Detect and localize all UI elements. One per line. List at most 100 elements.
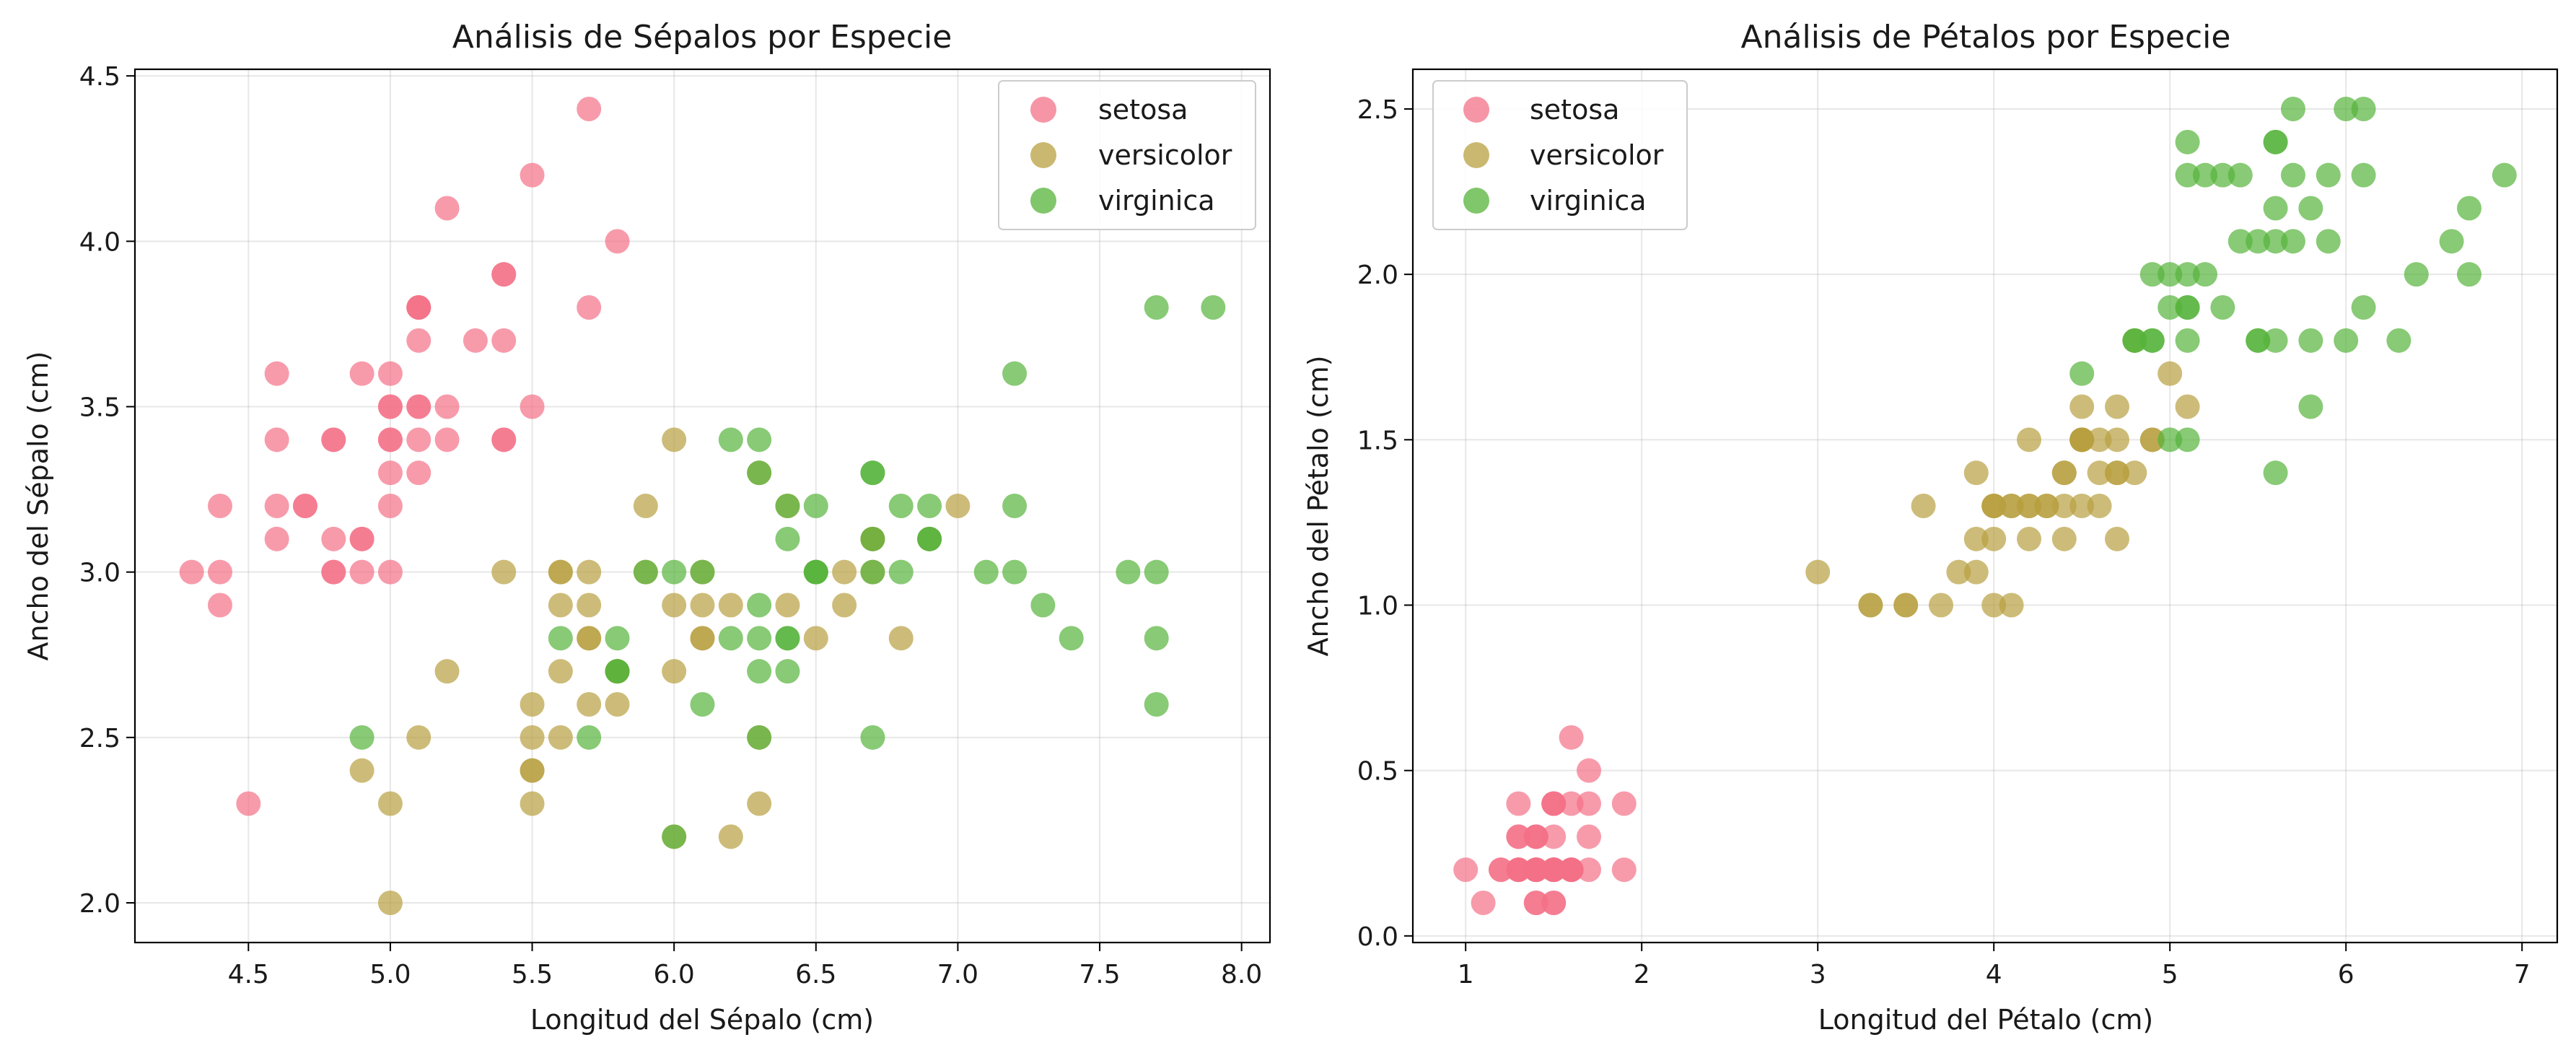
data-points xyxy=(1453,97,2517,915)
point-setosa xyxy=(463,328,488,353)
point-versicolor xyxy=(775,593,800,618)
y-tick-label: 1.5 xyxy=(1357,426,1398,455)
plot-frame xyxy=(133,68,1271,944)
point-versicolor xyxy=(832,559,857,585)
point-virginica xyxy=(2175,328,2200,353)
y-tick-label: 4.0 xyxy=(79,227,121,257)
point-virginica xyxy=(2210,162,2235,188)
axis-ticks: 1 2 3 4 5 6 7 0.0 0.5 1.0 1.5 2.0 2.5 xyxy=(1357,95,2531,989)
point-versicolor xyxy=(690,593,715,618)
point-versicolor xyxy=(520,725,545,750)
point-virginica xyxy=(2316,229,2341,254)
point-virginica xyxy=(917,526,942,551)
x-tick-label: 5.0 xyxy=(369,960,411,989)
point-versicolor xyxy=(2105,427,2129,453)
point-setosa xyxy=(377,361,403,386)
point-virginica xyxy=(690,559,715,585)
point-versicolor xyxy=(747,791,772,816)
legend-label-versicolor: versicolor xyxy=(1530,139,1664,171)
point-versicolor xyxy=(2069,394,2095,419)
point-setosa xyxy=(1559,791,1584,816)
point-virginica xyxy=(2227,162,2253,188)
legend-box xyxy=(998,80,1256,230)
point-virginica xyxy=(775,494,800,518)
point-versicolor xyxy=(662,593,687,618)
point-virginica xyxy=(888,559,914,585)
point-versicolor xyxy=(1805,559,1831,585)
point-virginica xyxy=(2492,162,2517,188)
point-versicolor xyxy=(548,559,573,585)
point-setosa xyxy=(1577,791,1601,816)
point-setosa xyxy=(321,559,346,585)
point-versicolor xyxy=(690,626,715,651)
axis-ticks: 4.5 5.0 5.5 6.0 6.5 7.0 7.5 8.0 2.0 2.5 3.0 3.5 4.0 4… xyxy=(79,62,1263,989)
point-virginica xyxy=(747,427,772,453)
point-versicolor xyxy=(2157,361,2183,386)
point-virginica xyxy=(2157,295,2183,320)
point-virginica xyxy=(803,559,828,585)
y-axis-label: Ancho del Pétalo (cm) xyxy=(1302,355,1334,656)
y-axis-label: Ancho del Sépalo (cm) xyxy=(22,351,54,661)
point-setosa xyxy=(1523,857,1548,883)
x-tick-label: 8.0 xyxy=(1221,960,1262,989)
point-virginica xyxy=(2246,328,2271,353)
point-virginica xyxy=(690,692,715,717)
legend-item-versicolor: versicolor xyxy=(1463,139,1664,171)
x-tick-label: 6 xyxy=(2338,960,2354,989)
y-tick-label: 2.0 xyxy=(79,889,121,919)
point-virginica xyxy=(605,626,630,651)
point-virginica xyxy=(2351,97,2376,121)
point-versicolor xyxy=(2105,460,2129,486)
point-versicolor xyxy=(2105,526,2129,551)
y-tick-label: 2.5 xyxy=(79,724,121,753)
point-virginica xyxy=(747,659,772,684)
point-setosa xyxy=(577,295,602,320)
point-setosa xyxy=(406,394,431,419)
legend-marker-virginica xyxy=(1030,188,1056,214)
point-versicolor xyxy=(718,593,743,618)
point-setosa xyxy=(1611,791,1637,816)
point-setosa xyxy=(1541,791,1567,816)
legend-marker-versicolor xyxy=(1030,142,1056,168)
point-virginica xyxy=(2122,328,2147,353)
point-versicolor xyxy=(2122,460,2147,486)
point-setosa xyxy=(491,262,517,287)
point-versicolor xyxy=(548,659,573,684)
x-tick-label: 7.0 xyxy=(937,960,978,989)
point-virginica xyxy=(2281,162,2305,188)
point-virginica xyxy=(860,460,885,486)
y-tick-label: 2.5 xyxy=(1357,95,1398,125)
point-versicolor xyxy=(945,494,971,518)
point-versicolor xyxy=(2087,427,2112,453)
x-tick-label: 3 xyxy=(1810,960,1826,989)
point-virginica xyxy=(1144,692,1169,717)
point-versicolor xyxy=(1858,593,1883,618)
point-virginica xyxy=(2298,394,2323,419)
point-versicolor xyxy=(2069,427,2095,453)
point-setosa xyxy=(1506,857,1531,883)
point-virginica xyxy=(1030,593,1056,618)
point-versicolor xyxy=(662,427,687,453)
x-tick-label: 6.5 xyxy=(795,960,836,989)
point-virginica xyxy=(2281,229,2305,254)
point-virginica xyxy=(1002,494,1028,518)
point-virginica xyxy=(2175,162,2200,188)
point-versicolor xyxy=(2034,494,2059,518)
point-setosa xyxy=(1577,758,1601,783)
x-tick-label: 4 xyxy=(1986,960,2002,989)
point-versicolor xyxy=(491,559,517,585)
point-setosa xyxy=(207,593,232,618)
point-virginica xyxy=(1116,559,1141,585)
legend-item-setosa: setosa xyxy=(1030,94,1188,126)
point-setosa xyxy=(377,460,403,486)
point-versicolor xyxy=(548,725,573,750)
point-setosa xyxy=(349,361,374,386)
point-setosa xyxy=(264,526,289,551)
chart-title: Análisis de Pétalos por Especie xyxy=(1741,19,2231,56)
point-versicolor xyxy=(1963,460,1989,486)
point-versicolor xyxy=(349,758,374,783)
point-virginica xyxy=(775,526,800,551)
point-versicolor xyxy=(377,791,403,816)
point-versicolor xyxy=(577,692,602,717)
point-virginica xyxy=(860,526,885,551)
